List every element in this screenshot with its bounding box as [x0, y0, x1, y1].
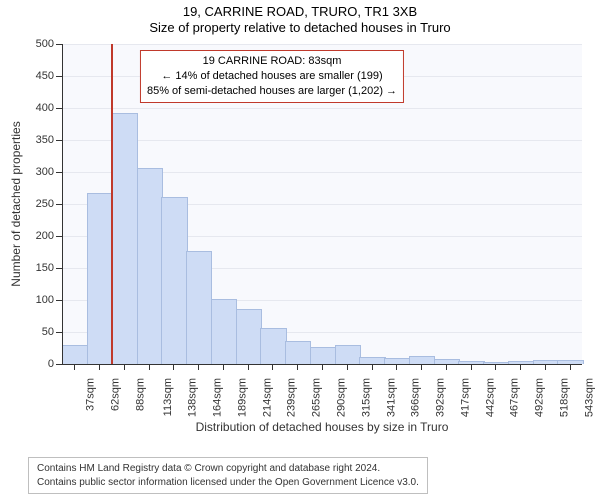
x-tick-label: 518sqm [558, 378, 570, 417]
grid-line [62, 108, 582, 109]
histogram-bar [87, 193, 113, 364]
annotation-line-1: 19 CARRINE ROAD: 83sqm [147, 54, 397, 69]
y-axis-label: Number of detached properties [9, 121, 23, 286]
histogram-bar [112, 113, 138, 364]
histogram-bar [62, 345, 88, 364]
x-tick-label: 189sqm [237, 378, 249, 417]
x-tick-label: 442sqm [484, 378, 496, 417]
histogram-bar [161, 197, 187, 364]
x-tick-label: 290sqm [336, 378, 348, 417]
y-tick-label: 0 [48, 358, 62, 370]
y-tick-label: 350 [36, 134, 62, 146]
histogram-bar [409, 356, 435, 364]
title-line-1: 19, CARRINE ROAD, TRURO, TR1 3XB [0, 4, 600, 20]
x-tick-label: 492sqm [534, 378, 546, 417]
x-tick-label: 341sqm [385, 378, 397, 417]
y-tick-label: 450 [36, 70, 62, 82]
footer-line-1: Contains HM Land Registry data © Crown c… [37, 462, 419, 476]
histogram-bar [359, 357, 385, 364]
x-axis-line [62, 364, 582, 365]
annotation-callout: 19 CARRINE ROAD: 83sqm← 14% of detached … [140, 50, 404, 103]
grid-line [62, 44, 582, 45]
x-tick-label: 265sqm [311, 378, 323, 417]
x-tick-label: 164sqm [212, 378, 224, 417]
annotation-line-2: ← 14% of detached houses are smaller (19… [147, 69, 397, 84]
x-tick-label: 366sqm [410, 378, 422, 417]
y-tick-label: 300 [36, 166, 62, 178]
x-axis-label: Distribution of detached houses by size … [196, 420, 449, 434]
chart-container: 19, CARRINE ROAD, TRURO, TR1 3XB Size of… [0, 0, 600, 500]
x-tick-label: 113sqm [162, 378, 174, 416]
y-tick-label: 500 [36, 38, 62, 50]
y-tick-label: 50 [42, 326, 62, 338]
attribution-footer: Contains HM Land Registry data © Crown c… [28, 457, 428, 494]
x-tick-label: 315sqm [360, 378, 372, 417]
x-tick-label: 62sqm [110, 378, 122, 411]
footer-line-2: Contains public sector information licen… [37, 476, 419, 490]
annotation-line-3: 85% of semi-detached houses are larger (… [147, 84, 397, 99]
y-tick-label: 150 [36, 262, 62, 274]
histogram-bar [137, 168, 163, 364]
histogram-bar [310, 347, 336, 364]
histogram-bar [211, 299, 237, 364]
y-tick-label: 400 [36, 102, 62, 114]
x-tick-label: 467sqm [509, 378, 521, 417]
x-tick-label: 239sqm [286, 378, 298, 417]
y-tick-label: 250 [36, 198, 62, 210]
x-tick-label: 417sqm [459, 378, 471, 417]
plot-area: 05010015020025030035040045050037sqm62sqm… [62, 44, 582, 364]
histogram-bar [285, 341, 311, 364]
x-tick-label: 88sqm [134, 378, 146, 411]
x-tick-label: 214sqm [261, 378, 273, 417]
x-tick-label: 543sqm [583, 378, 595, 417]
x-tick-label: 392sqm [435, 378, 447, 417]
y-tick-label: 200 [36, 230, 62, 242]
chart-title: 19, CARRINE ROAD, TRURO, TR1 3XB Size of… [0, 0, 600, 37]
histogram-bar [186, 251, 212, 364]
x-tick-label: 138sqm [187, 378, 199, 417]
histogram-bar [236, 309, 262, 364]
y-axis-line [62, 44, 63, 364]
histogram-bar [260, 328, 286, 364]
title-line-2: Size of property relative to detached ho… [0, 20, 600, 36]
property-marker-line [111, 44, 113, 364]
histogram-bar [335, 345, 361, 364]
y-tick-label: 100 [36, 294, 62, 306]
grid-line [62, 140, 582, 141]
x-tick-label: 37sqm [85, 378, 97, 411]
